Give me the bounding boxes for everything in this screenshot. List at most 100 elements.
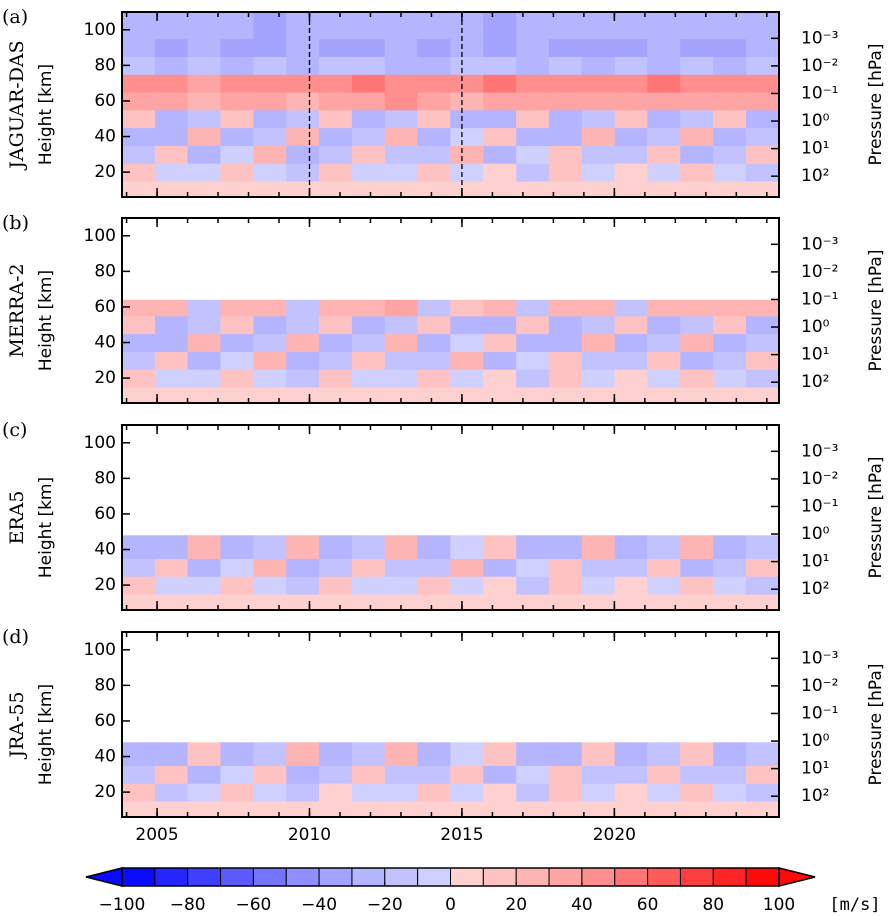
y2-tick-label: 10² <box>801 786 829 806</box>
heat-cell <box>318 558 353 577</box>
heat-cell <box>647 127 681 146</box>
heat-cell <box>351 593 386 611</box>
heat-cell <box>187 386 221 404</box>
heat-cell <box>548 299 583 317</box>
heat-cell <box>417 299 451 317</box>
heat-cell <box>318 56 353 75</box>
heat-cell <box>581 299 616 317</box>
heat-cell <box>614 742 648 766</box>
colorbar-swatch <box>220 867 254 887</box>
heat-cell <box>516 593 550 611</box>
heat-cell <box>581 765 616 784</box>
heat-cell <box>647 38 681 57</box>
colorbar-swatch <box>515 867 550 887</box>
heat-cell <box>548 593 583 611</box>
heat-cell <box>548 12 583 40</box>
heat-cell <box>450 742 484 766</box>
heat-cell <box>450 386 484 404</box>
heat-cell <box>286 800 320 818</box>
heat-cell <box>351 12 386 40</box>
heat-cell <box>516 299 550 317</box>
heat-cell <box>647 593 681 611</box>
heat-cell <box>318 163 353 182</box>
heat-cell <box>253 800 287 818</box>
heat-cell <box>187 299 221 317</box>
heat-cell <box>746 315 780 335</box>
heat-cell <box>450 145 484 164</box>
heat-cell <box>647 56 681 75</box>
y2-tick-label: 10⁻³ <box>801 648 838 668</box>
y2-tick-label: 10⁰ <box>801 317 830 337</box>
plot-frame <box>121 424 780 611</box>
y2-axis-label: Pressure [hPa] <box>866 44 886 166</box>
heat-cell <box>318 576 353 595</box>
heat-cell <box>384 299 418 317</box>
heat-cell <box>483 386 517 404</box>
heat-cell <box>253 38 287 57</box>
heat-cell <box>220 351 254 370</box>
heat-cell <box>253 163 287 182</box>
heat-cell <box>516 386 550 404</box>
heat-cell <box>417 783 451 802</box>
y2-tick-label: 10⁻³ <box>801 441 838 461</box>
heat-cell <box>516 109 550 129</box>
heat-cell <box>122 315 156 335</box>
heat-cell <box>647 315 681 335</box>
heat-cell <box>253 109 287 129</box>
heat-cell <box>318 12 353 40</box>
heat-cell <box>384 315 418 335</box>
heat-cell <box>483 109 517 129</box>
heat-cell <box>647 800 681 818</box>
colorbar-tick-label: −20 <box>367 895 403 915</box>
heat-cell <box>187 74 221 93</box>
heat-cell <box>351 386 386 404</box>
heat-cell <box>746 386 780 404</box>
heat-cell <box>286 92 320 111</box>
heat-cell <box>450 92 484 111</box>
heat-cell <box>680 783 714 802</box>
heat-cell <box>351 800 386 818</box>
heat-cell <box>746 180 780 198</box>
heat-cell <box>417 145 451 164</box>
heat-cell <box>318 145 353 164</box>
heat-cell <box>417 386 451 404</box>
heat-cell <box>548 576 583 595</box>
heat-cell <box>384 333 418 352</box>
heat-cell <box>581 127 616 146</box>
heat-cell <box>220 800 254 818</box>
heat-cell <box>680 180 714 198</box>
heat-cell <box>483 558 517 577</box>
heat-cell <box>713 315 747 335</box>
heat-cell <box>614 12 648 40</box>
heat-cell <box>384 593 418 611</box>
panel-label: (b) <box>2 212 29 234</box>
heat-cell <box>647 92 681 111</box>
heat-cell <box>351 351 386 370</box>
heat-cell <box>647 299 681 317</box>
heat-cell <box>286 535 320 559</box>
heat-cell <box>122 145 156 164</box>
heat-cell <box>122 56 156 75</box>
heat-cell <box>713 92 747 111</box>
heat-cell <box>154 12 189 40</box>
heat-cell <box>187 163 221 182</box>
y-tick-label: 20 <box>94 782 116 802</box>
heat-cell <box>581 535 616 559</box>
heat-cell <box>516 783 550 802</box>
heat-cell <box>187 333 221 352</box>
heat-cell <box>516 535 550 559</box>
heat-cell <box>253 145 287 164</box>
heat-cell <box>746 109 780 129</box>
heat-cell <box>713 163 747 182</box>
heat-cell <box>713 535 747 559</box>
dataset-name: MERRA-2 <box>6 263 28 357</box>
heat-cell <box>122 109 156 129</box>
heat-cell <box>746 535 780 559</box>
heat-cell <box>351 109 386 129</box>
x-tick-label: 2010 <box>288 825 331 845</box>
heat-cell <box>713 369 747 388</box>
heat-cell <box>417 742 451 766</box>
heat-cell <box>746 765 780 784</box>
heat-cell <box>581 351 616 370</box>
heat-cell <box>220 576 254 595</box>
